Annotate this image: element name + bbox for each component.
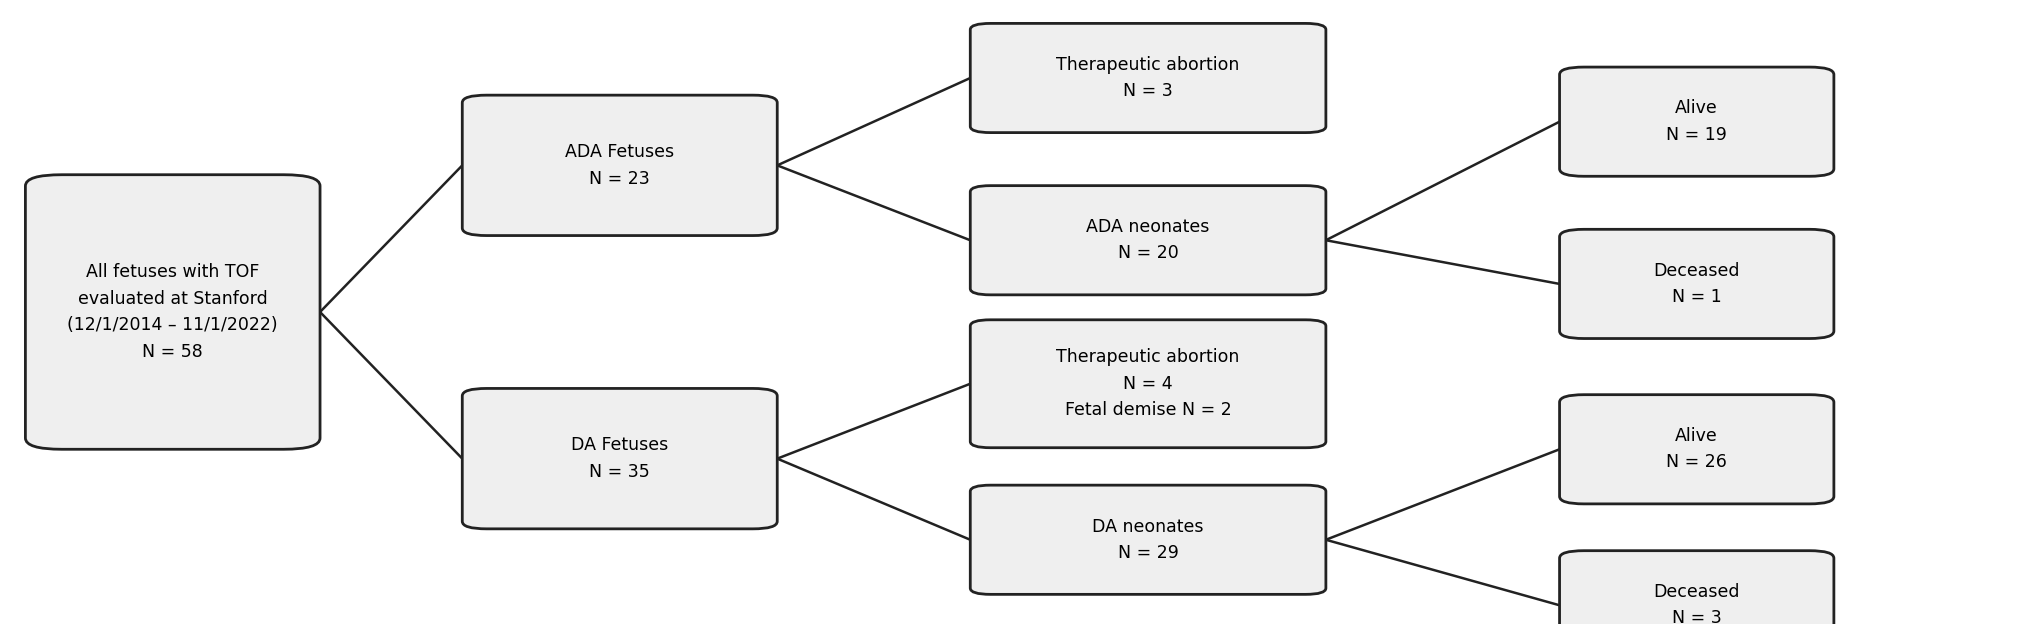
Text: ADA Fetuses
N = 23: ADA Fetuses N = 23 (565, 143, 675, 188)
FancyBboxPatch shape (1561, 67, 1833, 176)
Text: Deceased
N = 1: Deceased N = 1 (1654, 261, 1739, 306)
Text: ADA neonates
N = 20: ADA neonates N = 20 (1087, 218, 1209, 263)
Text: Therapeutic abortion
N = 4
Fetal demise N = 2: Therapeutic abortion N = 4 Fetal demise … (1057, 348, 1240, 419)
FancyBboxPatch shape (969, 24, 1325, 133)
FancyBboxPatch shape (26, 175, 321, 449)
FancyBboxPatch shape (1561, 394, 1833, 504)
Text: DA neonates
N = 29: DA neonates N = 29 (1093, 517, 1203, 562)
FancyBboxPatch shape (1561, 551, 1833, 624)
Text: Alive
N = 26: Alive N = 26 (1666, 427, 1727, 472)
Text: Alive
N = 19: Alive N = 19 (1666, 99, 1727, 144)
FancyBboxPatch shape (969, 186, 1325, 295)
Text: DA Fetuses
N = 35: DA Fetuses N = 35 (571, 436, 669, 481)
Text: Deceased
N = 3: Deceased N = 3 (1654, 583, 1739, 624)
FancyBboxPatch shape (969, 319, 1325, 448)
FancyBboxPatch shape (1561, 229, 1833, 338)
Text: Therapeutic abortion
N = 3: Therapeutic abortion N = 3 (1057, 56, 1240, 100)
FancyBboxPatch shape (461, 95, 776, 236)
FancyBboxPatch shape (969, 485, 1325, 594)
FancyBboxPatch shape (461, 388, 776, 529)
Text: All fetuses with TOF
evaluated at Stanford
(12/1/2014 – 11/1/2022)
N = 58: All fetuses with TOF evaluated at Stanfo… (67, 263, 278, 361)
